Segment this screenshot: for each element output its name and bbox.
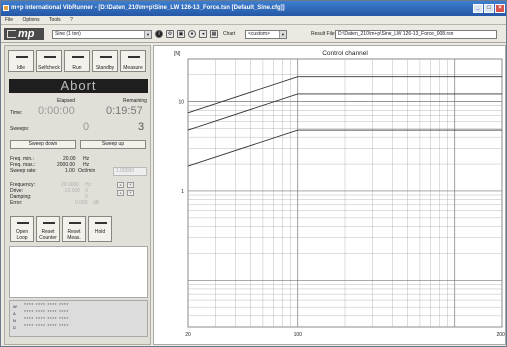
sweep-down-button[interactable]: Sweep down [10,140,76,149]
info-icon[interactable]: i [155,30,163,38]
level-input[interactable]: 1.00000 [113,167,147,176]
result-file-label: Result File: [311,31,337,37]
status-label-a: A [13,311,16,316]
settings-icon[interactable]: ⚙ [166,30,174,38]
run-button[interactable]: Run [64,50,90,72]
window-title: m+p international VibRunner - [D:\Daten_… [11,5,285,11]
minimize-button[interactable]: _ [473,4,483,13]
idle-button[interactable]: Idle [8,50,34,72]
record-icon[interactable]: ● [188,30,196,38]
status-row-w: **** **** **** **** [24,303,69,309]
elapsed-label: Elapsed [57,98,76,104]
y-tick-label-2: 1 [181,189,184,195]
status-row-d: **** **** **** **** [24,324,69,330]
control-panel: Idle Selfcheck Run Standby Measure Abort… [4,45,151,345]
chart-title: Control channel [322,50,368,57]
menu-file[interactable]: File [5,17,14,23]
result-file-path[interactable]: D:\Daten_210\m+p\Sine_LW 126-13_Force_00… [335,30,497,39]
toolbar: mp Sine (1 ton) ▼ i ⚙ ▣ ● ◂ ▦ Chart <cust… [1,25,506,43]
selfcheck-button[interactable]: Selfcheck [36,50,62,72]
sweep-rate-label: Sweep rate: [10,168,37,174]
series-line-3 [187,129,502,167]
maximize-button[interactable]: □ [484,4,494,13]
series-line-2 [187,93,502,131]
channel-select[interactable]: <custom> ▼ [245,30,287,39]
x-tick-label-3: 2000 [496,332,505,338]
message-area [9,246,148,298]
menu-options[interactable]: Options [22,17,40,23]
freq-min-unit: Hz [83,156,90,162]
error-value: 0.000 [75,200,88,206]
open-loop-button[interactable]: Open Loop [10,216,34,242]
status-row-n: **** **** **** **** [24,317,69,323]
title-bar: m+p international VibRunner - [D:\Daten_… [1,1,506,16]
sweep-rate-unit: Oct/min [78,168,96,174]
sweep-rate-value: 1.00 [65,168,75,174]
remaining-time: 0:19:57 [106,105,143,117]
status-panel: W A N D **** **** **** **** **** **** **… [9,300,148,337]
x-tick-label-2: 100 [294,332,303,338]
time-label: Time: [10,110,23,116]
status-banner: Abort [9,79,148,93]
sweeps-label: Sweeps: [10,126,30,132]
error-label: Error: [10,200,23,206]
app-icon [3,5,9,11]
chart-label[interactable]: Chart [223,31,236,37]
sweep-up-button[interactable]: Sweep up [80,140,146,149]
damping-value: 0 [85,194,88,200]
freq-max-label: Freq. max.: [10,162,36,168]
measure-button[interactable]: Measure [120,50,146,72]
y-tick-label-1: 10 [178,100,184,106]
drive-up-icon[interactable]: ▲ [117,190,124,196]
y-axis-label: [N] [174,51,181,57]
control-channel-chart: Control channel [N] 20 100 2000 10 1 [174,50,507,338]
grid-icon[interactable]: ▦ [210,30,218,38]
status-label-d: D [13,325,16,330]
drive-unit: V [85,188,89,194]
rewind-icon[interactable]: ◂ [199,30,207,38]
freq-max-unit: Hz [83,162,90,168]
status-row-a: **** **** **** **** [24,310,69,316]
status-label-w: W [13,304,17,309]
standby-button[interactable]: Standby [92,50,118,72]
elapsed-time: 0:00:00 [38,105,75,117]
frequency-up-icon[interactable]: ▲ [117,182,124,188]
drive-down-icon[interactable]: ▼ [127,190,134,196]
error-unit: dB [93,200,100,206]
x-tick-label-1: 20 [185,332,191,338]
series-line-1 [187,76,502,114]
freq-min-label: Freq. min.: [10,156,34,162]
drive-value: -12.000 [63,188,80,194]
frequency-value: 20.0000 [61,182,80,188]
menu-bar: File Options Tools ? [1,16,506,25]
sweeps-done: 0 [83,121,90,133]
close-button[interactable]: × [495,4,505,13]
reset-counter-button[interactable]: Reset Counter [36,216,60,242]
status-label-n: N [13,318,16,323]
frequency-unit: Hz [85,182,92,188]
damping-label: Damping: [10,194,32,200]
frequency-down-icon[interactable]: ▼ [127,182,134,188]
menu-tools[interactable]: Tools [49,17,61,23]
plot-area: Control channel [N] 20 100 2000 10 1 [153,45,507,345]
test-mode-select[interactable]: Sine (1 ton) ▼ [52,30,152,39]
freq-min-value: 20.00 [63,156,76,162]
freq-max-value: 2000.00 [57,162,76,168]
frequency-label: Frequency: [10,182,36,188]
mp-logo: mp [4,28,44,40]
reset-measurement-button[interactable]: Reset Meas. [62,216,86,242]
drive-label: Drive: [10,188,24,194]
sweeps-total: 3 [138,121,145,133]
copy-icon[interactable]: ▣ [177,30,185,38]
hold-button[interactable]: Hold [88,216,112,242]
menu-help[interactable]: ? [70,17,73,23]
remaining-label: Remaining [123,98,147,104]
